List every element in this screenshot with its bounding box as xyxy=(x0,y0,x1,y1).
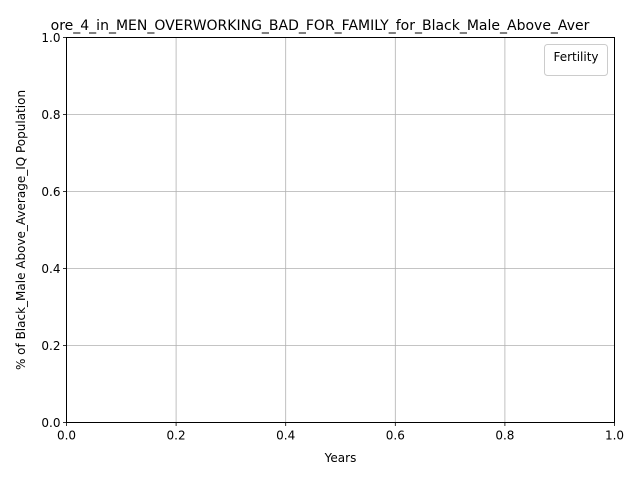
grid xyxy=(66,37,615,423)
x-tick-label: 1.0 xyxy=(605,429,624,443)
x-tick-label: 0.2 xyxy=(167,429,186,443)
chart-title: ore_4_in_MEN_OVERWORKING_BAD_FOR_FAMILY_… xyxy=(51,18,590,34)
legend-title: Fertility xyxy=(553,50,598,64)
y-axis-ticks: 0.0 0.2 0.4 0.6 0.8 1.0 xyxy=(41,31,67,430)
y-tick-label: 0.4 xyxy=(41,262,60,276)
y-tick-label: 0.0 xyxy=(41,416,60,430)
x-axis-label: Years xyxy=(324,451,357,465)
y-tick-label: 0.6 xyxy=(41,185,60,199)
y-axis-label: % of Black_Male Above_Average_IQ Populat… xyxy=(14,90,28,370)
x-axis-ticks: 0.0 0.2 0.4 0.6 0.8 1.0 xyxy=(57,422,624,443)
y-tick-label: 1.0 xyxy=(41,31,60,45)
x-tick-label: 0.8 xyxy=(495,429,514,443)
legend-box xyxy=(544,44,608,76)
x-tick-label: 0.4 xyxy=(276,429,295,443)
plot-frame xyxy=(66,37,615,423)
x-tick-label: 0.0 xyxy=(57,429,76,443)
y-tick-label: 0.8 xyxy=(41,108,60,122)
legend: Fertility xyxy=(544,44,608,76)
x-tick-label: 0.6 xyxy=(386,429,405,443)
y-tick-label: 0.2 xyxy=(41,339,60,353)
